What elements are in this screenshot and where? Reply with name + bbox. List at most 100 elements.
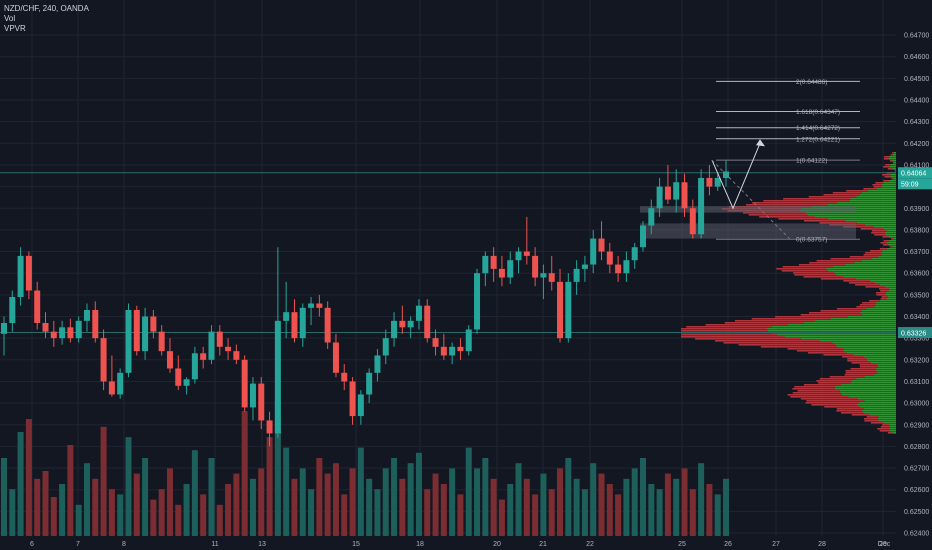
volume-bar — [100, 426, 107, 536]
price-axis-label: 0.64100 — [904, 162, 929, 169]
vpvr-bar-buy — [835, 344, 896, 346]
vpvr-bar-sell — [796, 350, 844, 352]
vpvr-bar-sell — [890, 238, 894, 240]
vpvr-bar-sell — [695, 338, 801, 340]
vpvr-bar-sell — [880, 426, 890, 428]
volume-bar — [523, 478, 530, 536]
fib-level-label: 0(0.63757) — [796, 237, 827, 244]
vpvr-indicator-label[interactable]: VPVR — [4, 24, 26, 33]
vpvr-bar-sell — [876, 294, 886, 296]
vpvr-bar-sell — [884, 156, 889, 158]
time-axis-label: 20 — [493, 541, 501, 548]
vpvr-bar-buy — [803, 322, 896, 324]
time-axis-label: 15 — [352, 541, 360, 548]
candle-body — [590, 238, 597, 265]
symbol-title[interactable]: NZD/CHF, 240, OANDA — [4, 4, 89, 13]
support-zone-upper[interactable] — [640, 206, 856, 213]
volume-bar — [92, 478, 99, 536]
vpvr-bar-buy — [889, 428, 896, 430]
price-axis-label: 0.63800 — [904, 227, 929, 234]
vpvr-bar-sell — [863, 188, 877, 190]
candle-body — [100, 338, 107, 382]
candle-body — [133, 310, 140, 352]
volume-bar — [490, 478, 497, 536]
candle-body — [341, 372, 348, 382]
vpvr-bar-sell — [871, 230, 887, 232]
vpvr-bar-buy — [853, 354, 896, 356]
volume-bar — [507, 484, 514, 536]
vpvr-bar-buy — [894, 162, 896, 164]
volume-bar — [216, 504, 223, 536]
vpvr-bar-sell — [794, 274, 837, 276]
vpvr-bar-sell — [819, 222, 857, 224]
vpvr-bar-sell — [851, 362, 871, 364]
vpvr-bar-sell — [882, 236, 889, 238]
candle-body — [108, 381, 115, 395]
volume-bar — [540, 473, 547, 536]
vpvr-bar-sell — [824, 406, 860, 408]
vpvr-bar-sell — [879, 430, 890, 432]
vpvr-bar-sell — [807, 352, 847, 354]
time-axis-label: Dec — [878, 541, 891, 548]
vpvr-bar-buy — [843, 350, 896, 352]
vpvr-bar-sell — [863, 254, 882, 256]
vpvr-bar-sell — [819, 378, 857, 380]
vpvr-bar-sell — [763, 200, 850, 202]
vpvr-bar-buy — [860, 312, 896, 314]
candle-body — [25, 255, 32, 291]
volume-bar — [415, 452, 422, 536]
vpvr-bar-sell — [745, 204, 828, 206]
vpvr-bar-buy — [864, 376, 896, 378]
vpvr-bar-buy — [864, 224, 896, 226]
candle-body — [92, 310, 99, 339]
candle-body — [274, 320, 281, 434]
vpvr-bar-buy — [888, 236, 896, 238]
vpvr-bar-sell — [879, 288, 889, 290]
vpvr-bar-buy — [870, 362, 896, 364]
vpvr-bar-sell — [830, 258, 872, 260]
vpvr-bar-buy — [856, 222, 896, 224]
volume-bar — [25, 419, 32, 536]
vpvr-bar-buy — [839, 390, 896, 392]
vpvr-bar-buy — [889, 430, 896, 432]
volume-bar — [341, 494, 348, 536]
candle-body — [117, 372, 124, 395]
volume-bar — [258, 468, 265, 536]
volume-bar — [689, 489, 696, 536]
fib-trend-line[interactable] — [711, 159, 791, 240]
vpvr-bar-sell — [705, 324, 788, 326]
vpvr-bar-sell — [778, 218, 828, 220]
vpvr-bar-sell — [887, 168, 893, 170]
vpvr-bar-sell — [793, 272, 835, 274]
volume-bar — [324, 473, 331, 536]
vpvr-bar-sell — [759, 216, 815, 218]
vpvr-bar-sell — [883, 180, 890, 182]
marked-level-tag-bg — [898, 327, 932, 339]
vpvr-bar-sell — [829, 376, 865, 378]
vpvr-bar-sell — [787, 348, 844, 350]
price-axis-label: 0.62700 — [904, 466, 929, 473]
vpvr-bar-buy — [878, 256, 896, 258]
candle-body — [432, 338, 439, 347]
candle-body — [714, 177, 721, 187]
vpvr-bar-buy — [827, 218, 896, 220]
vpvr-bar-buy — [875, 304, 896, 306]
vpvr-bar-buy — [886, 298, 896, 300]
fib-level-label: 1.618(0.64347) — [796, 109, 840, 116]
vpvr-bar-buy — [863, 408, 896, 410]
projection-path[interactable] — [711, 143, 761, 210]
vpvr-bar-sell — [860, 228, 884, 230]
vpvr-bar-sell — [738, 344, 836, 346]
vpvr-bar-sell — [840, 412, 864, 414]
volume-indicator-label[interactable]: Vol — [4, 14, 16, 23]
price-axis-label: 0.64300 — [904, 119, 929, 126]
vpvr-bar-buy — [856, 196, 896, 198]
vpvr-bar-buy — [857, 398, 896, 400]
candle-body — [183, 379, 190, 386]
vpvr-bar-sell — [883, 166, 890, 168]
volume-bar — [175, 504, 182, 536]
volume-bar — [640, 458, 647, 536]
vpvr-bar-sell — [859, 304, 876, 306]
volume-bar — [191, 450, 198, 536]
